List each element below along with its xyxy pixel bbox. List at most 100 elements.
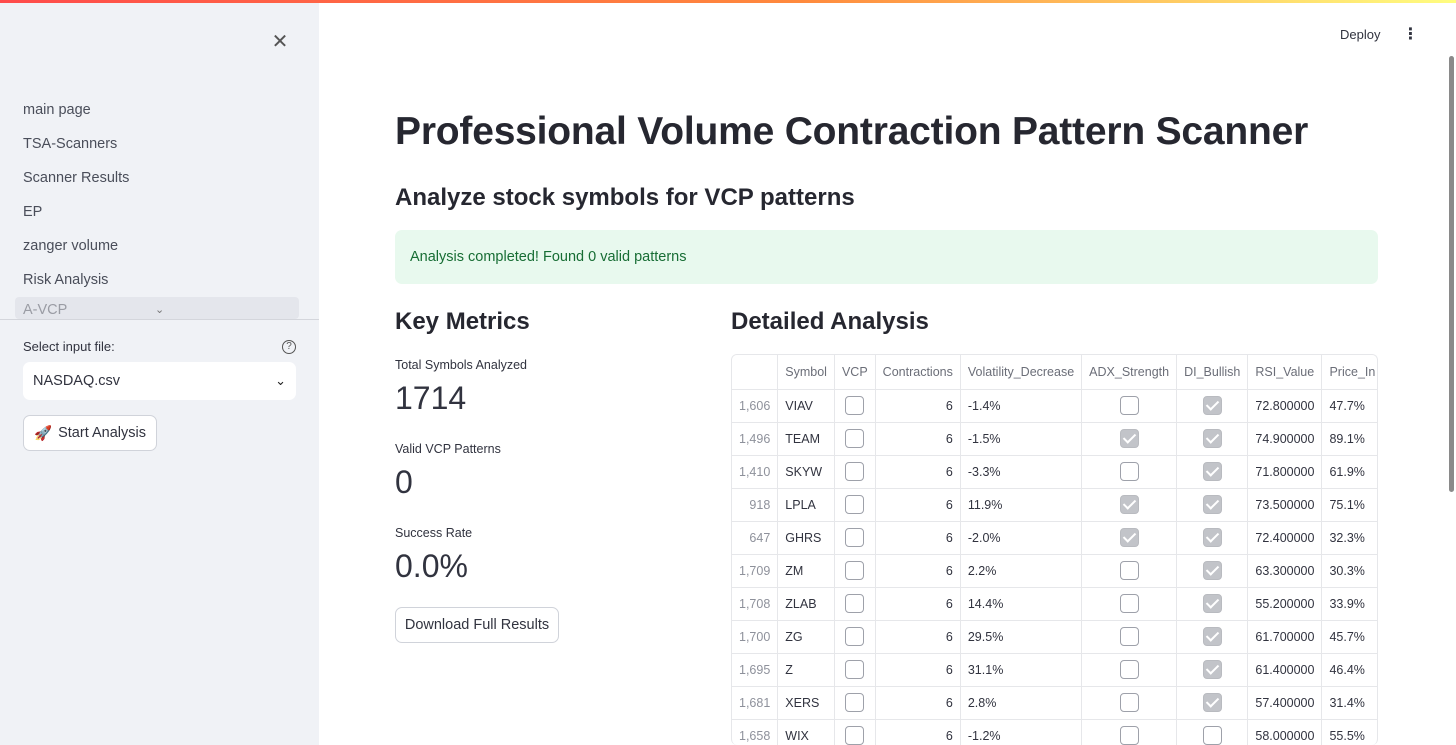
adx-checkbox[interactable] <box>1119 693 1139 712</box>
volatility-decrease-cell[interactable]: -1.4% <box>960 389 1083 423</box>
contractions-cell[interactable]: 6 <box>875 653 961 687</box>
results-table[interactable]: Symbol VCP Contractions Volatility_Decre… <box>731 354 1378 745</box>
price-in-cell[interactable]: 30.3% <box>1321 554 1377 588</box>
table-row[interactable]: 1,709 ZM 6 2.2% 63.300000 30.3% <box>732 554 1377 588</box>
vcp-checkbox[interactable] <box>845 693 865 712</box>
table-row[interactable]: 1,695 Z 6 31.1% 61.400000 46.4% <box>732 653 1377 687</box>
adx-cell[interactable] <box>1081 719 1178 745</box>
table-row[interactable]: 1,410 SKYW 6 -3.3% 71.800000 61.9% <box>732 455 1377 489</box>
contractions-cell[interactable]: 6 <box>875 422 961 456</box>
adx-cell[interactable] <box>1081 620 1178 654</box>
adx-checkbox[interactable] <box>1119 528 1139 547</box>
symbol-cell[interactable]: VIAV <box>777 389 835 423</box>
di-checkbox[interactable] <box>1202 660 1222 679</box>
input-file-select[interactable]: NASDAQ.csv ⌄ <box>23 362 296 400</box>
price-in-cell[interactable]: 31.4% <box>1321 686 1377 720</box>
rsi-value-cell[interactable]: 72.800000 <box>1247 389 1323 423</box>
volatility-decrease-cell[interactable]: -1.5% <box>960 422 1083 456</box>
sidebar-item-a-vcp[interactable]: A-VCP ⌄ <box>15 297 299 319</box>
price-in-cell[interactable]: 32.3% <box>1321 521 1377 555</box>
di-checkbox[interactable] <box>1202 429 1222 448</box>
symbol-cell[interactable]: ZG <box>777 620 835 654</box>
vcp-checkbox[interactable] <box>845 495 865 514</box>
volatility-decrease-cell[interactable]: -1.2% <box>960 719 1083 745</box>
adx-cell[interactable] <box>1081 488 1178 522</box>
table-row[interactable]: 918 LPLA 6 11.9% 73.500000 75.1% <box>732 488 1377 522</box>
adx-cell[interactable] <box>1081 521 1178 555</box>
di-checkbox[interactable] <box>1202 693 1222 712</box>
di-checkbox[interactable] <box>1202 594 1222 613</box>
vcp-cell[interactable] <box>834 422 876 456</box>
vcp-checkbox[interactable] <box>845 429 865 448</box>
contractions-cell[interactable]: 6 <box>875 554 961 588</box>
adx-checkbox[interactable] <box>1119 726 1139 745</box>
adx-cell[interactable] <box>1081 587 1178 621</box>
symbol-cell[interactable]: GHRS <box>777 521 835 555</box>
adx-checkbox[interactable] <box>1119 396 1139 415</box>
deploy-button[interactable]: Deploy <box>1340 26 1381 42</box>
start-analysis-button[interactable]: 🚀 Start Analysis <box>23 415 157 451</box>
di-cell[interactable] <box>1176 686 1249 720</box>
adx-checkbox[interactable] <box>1119 660 1139 679</box>
rsi-value-cell[interactable]: 63.300000 <box>1247 554 1323 588</box>
di-checkbox[interactable] <box>1202 528 1222 547</box>
sidebar-item-ep[interactable]: EP <box>23 204 43 220</box>
adx-checkbox[interactable] <box>1119 594 1139 613</box>
price-in-cell[interactable]: 46.4% <box>1321 653 1377 687</box>
rsi-value-cell[interactable]: 58.000000 <box>1247 719 1323 745</box>
column-header-rsi-value[interactable]: RSI_Value <box>1247 355 1323 390</box>
di-checkbox[interactable] <box>1202 726 1222 745</box>
help-icon[interactable]: ? <box>282 340 296 354</box>
symbol-cell[interactable]: WIX <box>777 719 835 745</box>
vcp-cell[interactable] <box>834 719 876 745</box>
adx-cell[interactable] <box>1081 686 1178 720</box>
di-cell[interactable] <box>1176 719 1249 745</box>
di-checkbox[interactable] <box>1202 396 1222 415</box>
download-results-button[interactable]: Download Full Results <box>395 607 559 643</box>
sidebar-item-zanger-volume[interactable]: zanger volume <box>23 238 119 254</box>
di-checkbox[interactable] <box>1202 495 1222 514</box>
vcp-cell[interactable] <box>834 620 876 654</box>
more-options-icon[interactable]: ⋮ <box>1402 26 1419 43</box>
adx-checkbox[interactable] <box>1119 429 1139 448</box>
table-row[interactable]: 1,606 VIAV 6 -1.4% 72.800000 47.7% <box>732 389 1377 423</box>
adx-cell[interactable] <box>1081 455 1178 489</box>
adx-cell[interactable] <box>1081 422 1178 456</box>
volatility-decrease-cell[interactable]: 14.4% <box>960 587 1083 621</box>
di-cell[interactable] <box>1176 554 1249 588</box>
di-cell[interactable] <box>1176 653 1249 687</box>
column-header-symbol[interactable]: Symbol <box>777 355 835 390</box>
adx-cell[interactable] <box>1081 389 1178 423</box>
adx-checkbox[interactable] <box>1119 495 1139 514</box>
di-cell[interactable] <box>1176 521 1249 555</box>
vcp-checkbox[interactable] <box>845 660 865 679</box>
di-cell[interactable] <box>1176 455 1249 489</box>
symbol-cell[interactable]: SKYW <box>777 455 835 489</box>
column-header-price-in[interactable]: Price_In <box>1321 355 1377 390</box>
di-checkbox[interactable] <box>1202 561 1222 580</box>
column-header-vcp[interactable]: VCP <box>834 355 876 390</box>
column-header-volatility-decrease[interactable]: Volatility_Decrease <box>960 355 1083 390</box>
di-cell[interactable] <box>1176 587 1249 621</box>
contractions-cell[interactable]: 6 <box>875 587 961 621</box>
sidebar-item-scanner-results[interactable]: Scanner Results <box>23 170 130 186</box>
volatility-decrease-cell[interactable]: 2.2% <box>960 554 1083 588</box>
price-in-cell[interactable]: 61.9% <box>1321 455 1377 489</box>
price-in-cell[interactable]: 33.9% <box>1321 587 1377 621</box>
column-header-contractions[interactable]: Contractions <box>875 355 961 390</box>
vcp-checkbox[interactable] <box>845 528 865 547</box>
di-checkbox[interactable] <box>1202 627 1222 646</box>
volatility-decrease-cell[interactable]: 2.8% <box>960 686 1083 720</box>
di-cell[interactable] <box>1176 488 1249 522</box>
scrollbar[interactable] <box>1449 56 1454 492</box>
price-in-cell[interactable]: 75.1% <box>1321 488 1377 522</box>
volatility-decrease-cell[interactable]: 29.5% <box>960 620 1083 654</box>
sidebar-item-tsa-scanners[interactable]: TSA-Scanners <box>23 136 118 152</box>
contractions-cell[interactable]: 6 <box>875 488 961 522</box>
rsi-value-cell[interactable]: 61.700000 <box>1247 620 1323 654</box>
rsi-value-cell[interactable]: 73.500000 <box>1247 488 1323 522</box>
adx-cell[interactable] <box>1081 653 1178 687</box>
rsi-value-cell[interactable]: 55.200000 <box>1247 587 1323 621</box>
vcp-cell[interactable] <box>834 521 876 555</box>
vcp-cell[interactable] <box>834 653 876 687</box>
